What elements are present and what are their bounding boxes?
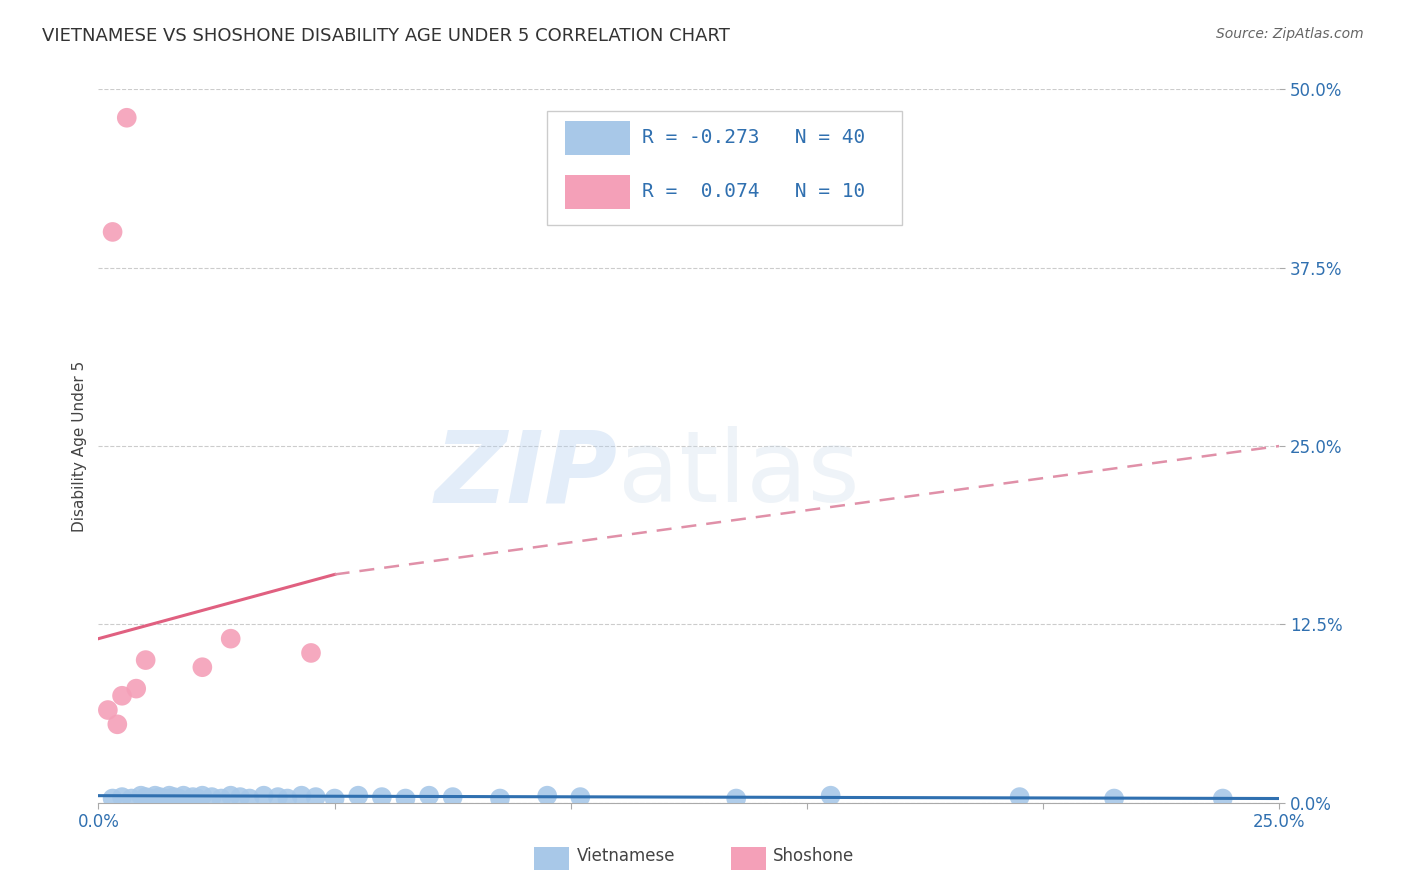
Point xyxy=(105,717,128,731)
Point xyxy=(290,789,312,803)
Point xyxy=(181,790,204,805)
Point xyxy=(209,791,232,805)
Point xyxy=(1212,791,1234,805)
Point xyxy=(101,791,124,805)
Point xyxy=(139,791,162,805)
Point xyxy=(187,791,209,805)
Point xyxy=(239,791,262,805)
Text: R = -0.273   N = 40: R = -0.273 N = 40 xyxy=(641,128,865,147)
FancyBboxPatch shape xyxy=(547,111,901,225)
Point xyxy=(129,789,152,803)
Point xyxy=(172,789,194,803)
Text: VIETNAMESE VS SHOSHONE DISABILITY AGE UNDER 5 CORRELATION CHART: VIETNAMESE VS SHOSHONE DISABILITY AGE UN… xyxy=(42,27,730,45)
Point xyxy=(101,225,124,239)
Point xyxy=(820,789,842,803)
Point xyxy=(143,789,166,803)
Text: Source: ZipAtlas.com: Source: ZipAtlas.com xyxy=(1216,27,1364,41)
Point xyxy=(489,791,512,805)
Point xyxy=(536,789,558,803)
Text: ZIP: ZIP xyxy=(434,426,619,523)
Point xyxy=(157,789,180,803)
Point xyxy=(1102,791,1125,805)
Point xyxy=(125,681,148,696)
Point xyxy=(394,791,416,805)
Point xyxy=(163,790,186,805)
Text: Shoshone: Shoshone xyxy=(773,847,855,865)
Point xyxy=(323,791,346,805)
FancyBboxPatch shape xyxy=(565,175,630,209)
Point xyxy=(111,790,134,805)
Point xyxy=(267,790,290,805)
Point xyxy=(135,653,157,667)
Y-axis label: Disability Age Under 5: Disability Age Under 5 xyxy=(72,360,87,532)
Point xyxy=(167,791,190,805)
Point xyxy=(299,646,322,660)
Point xyxy=(121,791,143,805)
Point xyxy=(441,790,464,805)
Point xyxy=(418,789,440,803)
Point xyxy=(201,790,224,805)
Point xyxy=(97,703,120,717)
Point xyxy=(149,790,172,805)
Point xyxy=(191,789,214,803)
Point xyxy=(219,789,242,803)
Point xyxy=(347,789,370,803)
Text: Vietnamese: Vietnamese xyxy=(576,847,675,865)
Text: R =  0.074   N = 10: R = 0.074 N = 10 xyxy=(641,183,865,202)
Point xyxy=(725,791,748,805)
Point xyxy=(115,111,138,125)
Point xyxy=(569,790,592,805)
Point xyxy=(219,632,242,646)
Point xyxy=(1008,790,1031,805)
Point xyxy=(135,790,157,805)
Point xyxy=(253,789,276,803)
Text: atlas: atlas xyxy=(619,426,859,523)
FancyBboxPatch shape xyxy=(565,120,630,155)
Point xyxy=(276,791,298,805)
Point xyxy=(111,689,134,703)
Point xyxy=(153,791,176,805)
Point xyxy=(371,790,394,805)
Point xyxy=(305,790,328,805)
Point xyxy=(229,790,252,805)
Point xyxy=(191,660,214,674)
